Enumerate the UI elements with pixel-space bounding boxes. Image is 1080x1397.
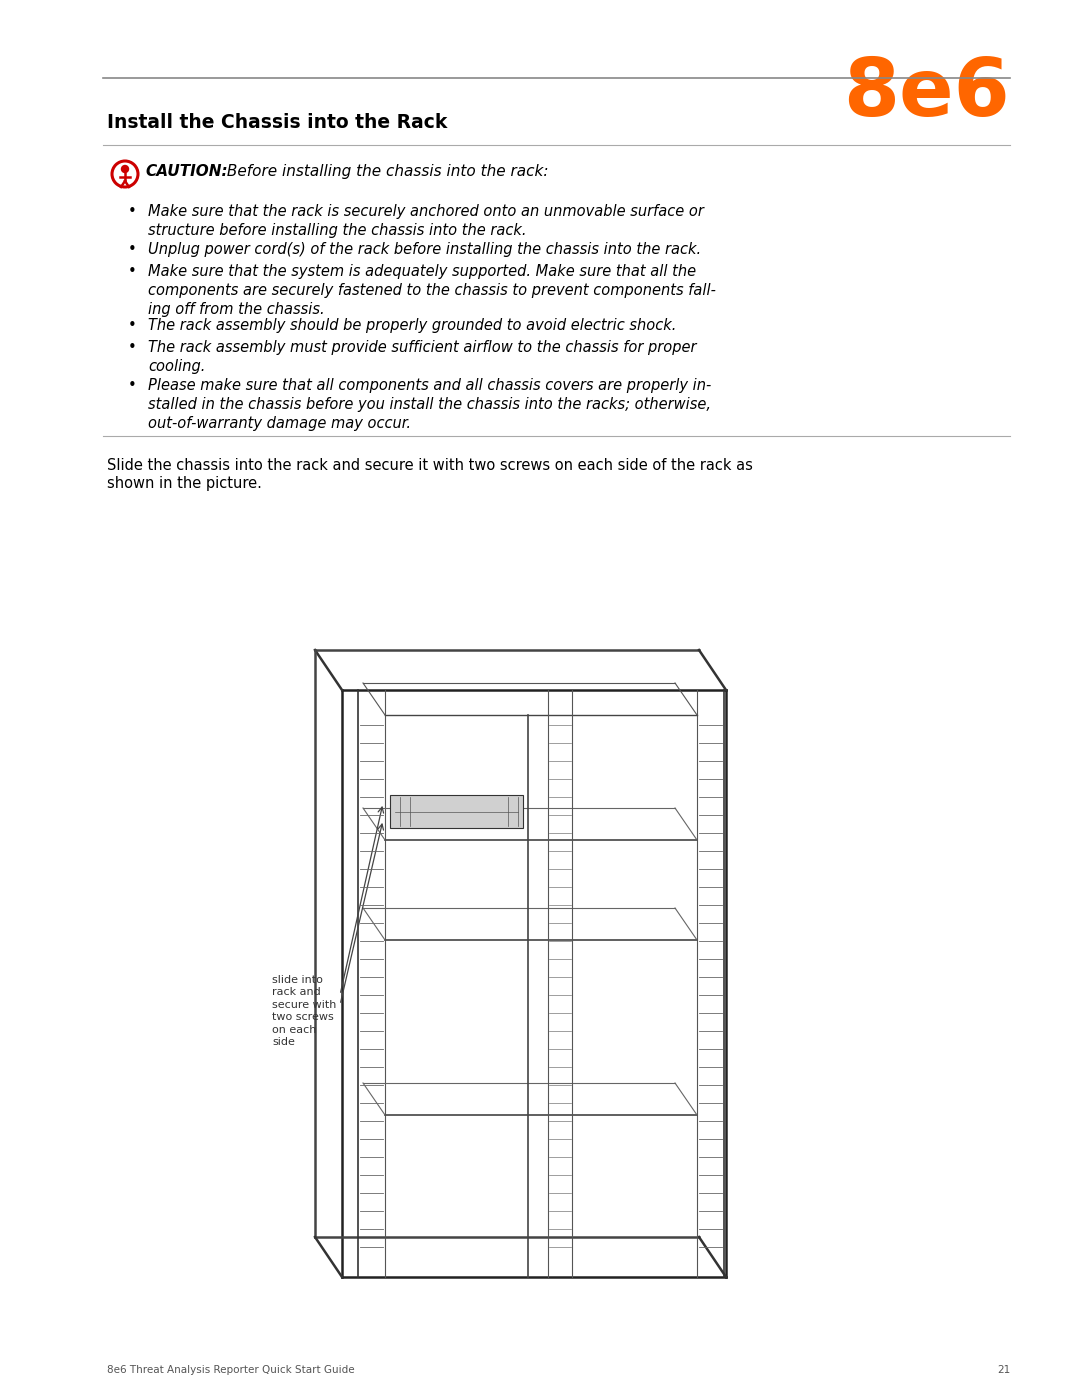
Text: Unplug power cord(s) of the rack before installing the chassis into the rack.: Unplug power cord(s) of the rack before … [148, 242, 701, 257]
Text: Slide the chassis into the rack and secure it with two screws on each side of th: Slide the chassis into the rack and secu… [107, 458, 753, 474]
Text: 8e6: 8e6 [843, 54, 1010, 133]
Text: CAUTION:: CAUTION: [145, 163, 228, 179]
Text: 8e6 Threat Analysis Reporter Quick Start Guide: 8e6 Threat Analysis Reporter Quick Start… [107, 1365, 354, 1375]
Circle shape [121, 165, 129, 172]
Text: •: • [129, 264, 137, 279]
Text: Before installing the chassis into the rack:: Before installing the chassis into the r… [222, 163, 549, 179]
Text: Install the Chassis into the Rack: Install the Chassis into the Rack [107, 113, 447, 131]
Text: Make sure that the rack is securely anchored onto an unmovable surface or
struct: Make sure that the rack is securely anch… [148, 204, 704, 239]
Text: •: • [129, 339, 137, 355]
Text: Make sure that the system is adequately supported. Make sure that all the
compon: Make sure that the system is adequately … [148, 264, 716, 317]
Text: •: • [129, 319, 137, 332]
Text: •: • [129, 379, 137, 393]
Bar [390, 795, 523, 828]
Text: The rack assembly must provide sufficient airflow to the chassis for proper
cool: The rack assembly must provide sufficien… [148, 339, 697, 374]
Text: Please make sure that all components and all chassis covers are properly in-
sta: Please make sure that all components and… [148, 379, 712, 432]
Text: •: • [129, 204, 137, 219]
Text: 21: 21 [997, 1365, 1010, 1375]
Text: shown in the picture.: shown in the picture. [107, 476, 261, 490]
Text: slide into
rack and
secure with
two screws
on each
side: slide into rack and secure with two scre… [272, 975, 336, 1046]
Text: •: • [129, 242, 137, 257]
Text: The rack assembly should be properly grounded to avoid electric shock.: The rack assembly should be properly gro… [148, 319, 676, 332]
